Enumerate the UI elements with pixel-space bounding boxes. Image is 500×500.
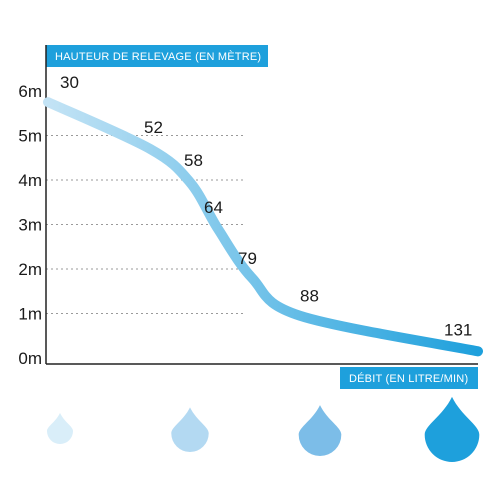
series-curve	[43, 97, 483, 357]
water-drop-icon	[424, 396, 480, 462]
y-tick-label: 2m	[18, 260, 42, 279]
data-label: 30	[60, 73, 79, 92]
y-tick-label: 3m	[18, 216, 42, 235]
x-axis-title: DÉBIT (EN LITRE/MIN)	[349, 372, 468, 385]
y-axis-title-box	[46, 45, 268, 67]
y-tick-label: 5m	[18, 127, 42, 146]
data-label: 131	[444, 320, 472, 339]
water-drop-icon	[171, 407, 209, 452]
water-drop-icon	[47, 413, 73, 444]
y-axis-title: HAUTEUR DE RELEVAGE (EN MÈTRE)	[55, 50, 261, 63]
data-label: 79	[238, 249, 257, 268]
y-tick-label: 4m	[18, 171, 42, 190]
data-label: 52	[144, 118, 163, 137]
data-label: 58	[184, 151, 203, 170]
water-drop-icon	[298, 405, 342, 456]
y-tick-label: 1m	[18, 305, 42, 324]
y-tick-label: 6m	[18, 82, 42, 101]
data-label: 88	[300, 287, 319, 306]
y-tick-label: 0m	[18, 349, 42, 368]
data-label: 64	[204, 198, 223, 217]
x-axis-title-box	[340, 367, 478, 389]
